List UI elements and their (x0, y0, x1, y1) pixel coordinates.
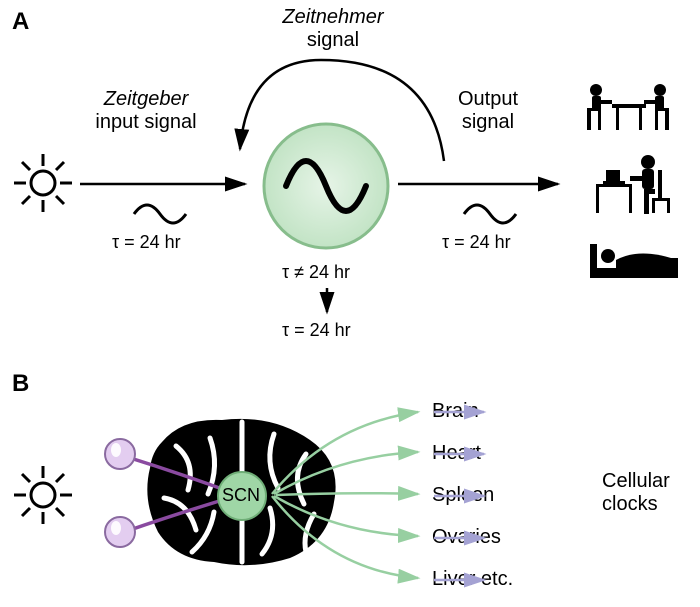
sun-icon-b (8, 460, 78, 530)
clocks-word: clocks (602, 493, 658, 515)
output-arrow (398, 174, 568, 194)
zeitgeber-input-label: Zeitgeber input signal (76, 88, 216, 134)
organ-row-liver: Liver etc. (432, 568, 532, 591)
organ-arrow-heart (432, 446, 492, 462)
scn-fan-arrows (260, 394, 430, 604)
input-wave-icon (130, 198, 190, 228)
organ-arrow-ovaries (432, 530, 492, 546)
organ-row-brain: Brain (432, 400, 532, 423)
zeitnehmer-arc-arrow (226, 45, 456, 175)
laptop-worker-icon (590, 150, 680, 220)
output-wave-icon (460, 198, 520, 228)
organ-arrow-spleen (432, 488, 492, 504)
organ-arrow-brain (432, 404, 492, 420)
organ-arrow-liver (432, 572, 492, 588)
tau-right-label: τ = 24 hr (442, 232, 511, 253)
dining-icon (578, 76, 678, 136)
input-arrow (80, 174, 255, 194)
zeitgeber-input-word: input signal (95, 111, 196, 133)
output-signal-word: signal (462, 111, 514, 133)
organ-row-spleen: Spleen (432, 484, 532, 507)
sun-icon (8, 148, 78, 218)
cellular-word: Cellular (602, 470, 670, 492)
output-word: Output (458, 88, 518, 110)
scn-label: SCN (222, 485, 260, 506)
tau-center-bottom-label: τ = 24 hr (282, 320, 351, 341)
zeitnehmer-italic: Zeitnehmer (282, 6, 383, 28)
panel-a-label: A (12, 8, 29, 36)
tau-center-top-label: τ ≠ 24 hr (282, 262, 350, 283)
panel-b-label: B (12, 370, 29, 398)
organ-row-heart: Heart (432, 442, 532, 465)
tau-center-arrow (317, 286, 337, 320)
tau-left-label: τ = 24 hr (112, 232, 181, 253)
organ-row-ovaries: Ovaries (432, 526, 532, 549)
cellular-clocks-label: Cellular clocks (602, 470, 692, 516)
zeitgeber-italic: Zeitgeber (104, 88, 189, 110)
sleep-icon (586, 238, 682, 288)
